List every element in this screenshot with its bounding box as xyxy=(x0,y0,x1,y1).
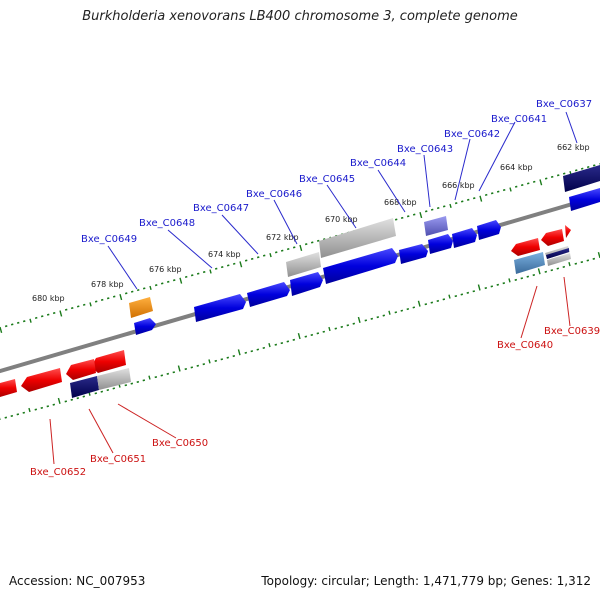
tick-label: 676 kbp xyxy=(149,265,182,274)
gene-label[interactable]: Bxe_C0639 xyxy=(544,326,600,337)
scale-tick xyxy=(208,359,211,364)
forward-strand-genes xyxy=(129,165,600,335)
scale-tick xyxy=(508,278,511,283)
gene-arrow[interactable] xyxy=(563,165,600,192)
scale-tick xyxy=(119,294,123,301)
gene-arrow[interactable] xyxy=(546,248,569,259)
scale-tick xyxy=(59,310,63,317)
tick-label: 664 kbp xyxy=(500,163,533,172)
gene-arrow[interactable] xyxy=(565,225,571,238)
gene-arrow[interactable] xyxy=(134,318,156,335)
gene-arrow[interactable] xyxy=(319,218,396,258)
gene-label[interactable]: Bxe_C0650 xyxy=(152,438,208,449)
scale-tick xyxy=(28,407,31,413)
gene-label[interactable]: Bxe_C0641 xyxy=(491,114,547,125)
gene-arrow[interactable] xyxy=(511,238,540,256)
gene-arrow[interactable] xyxy=(194,294,246,322)
tick-label: 672 kbp xyxy=(266,233,299,242)
tick-label: 670 kbp xyxy=(325,215,358,224)
gene-arrow[interactable] xyxy=(91,350,126,373)
gene-label[interactable]: Bxe_C0645 xyxy=(299,174,355,185)
gene-label[interactable]: Bxe_C0637 xyxy=(536,99,592,110)
gene-labels: Bxe_C0637 Bxe_C0641 Bxe_C0642 Bxe_C0643 … xyxy=(30,99,600,478)
gene-label[interactable]: Bxe_C0643 xyxy=(397,144,453,155)
scale-tick xyxy=(89,302,92,307)
scale-tick xyxy=(149,285,152,291)
gene-label[interactable]: Bxe_C0651 xyxy=(90,454,146,465)
scale-tick xyxy=(148,375,151,380)
gene-arrow[interactable] xyxy=(452,228,477,248)
gene-label[interactable]: Bxe_C0648 xyxy=(139,218,195,229)
tick-label: 674 kbp xyxy=(208,250,241,259)
scale-tick xyxy=(417,300,421,307)
gene-arrow[interactable] xyxy=(547,253,571,266)
gene-arrow[interactable] xyxy=(21,368,62,392)
label-leaders xyxy=(49,111,578,465)
scale-tick xyxy=(239,261,243,268)
tick-label: 668 kbp xyxy=(384,198,417,207)
gene-arrow[interactable] xyxy=(424,216,448,236)
genome-summary: Topology: circular; Length: 1,471,779 bp… xyxy=(261,574,591,588)
gene-arrow[interactable] xyxy=(514,252,545,274)
accession-label: Accession: NC_007953 xyxy=(9,574,146,588)
gene-arrow[interactable] xyxy=(477,220,501,240)
gene-arrow[interactable] xyxy=(66,359,96,380)
tick-label: 662 kbp xyxy=(557,143,590,152)
scale-tick xyxy=(209,269,212,274)
gene-label[interactable]: Bxe_C0644 xyxy=(350,158,406,169)
gene-label[interactable]: Bxe_C0652 xyxy=(30,467,86,478)
scale-tick xyxy=(448,294,451,299)
gene-label[interactable]: Bxe_C0642 xyxy=(444,129,500,140)
scale-tick xyxy=(269,253,272,258)
gene-arrow[interactable] xyxy=(247,282,290,307)
scale-tick xyxy=(297,333,301,340)
scale-tick xyxy=(357,316,361,323)
gene-arrow[interactable] xyxy=(286,252,321,277)
scale-tick xyxy=(419,212,423,219)
gene-arrow[interactable] xyxy=(399,244,428,264)
gene-arrow[interactable] xyxy=(428,234,453,254)
gene-arrow[interactable] xyxy=(0,379,17,397)
scale-tick xyxy=(479,195,483,202)
gene-arrow[interactable] xyxy=(70,376,99,398)
scale-tick xyxy=(537,268,541,275)
scale-tick xyxy=(57,397,61,404)
scale-tick xyxy=(268,343,271,348)
scale-tick xyxy=(539,179,543,186)
map-title: Burkholderia xenovorans LB400 chromosome… xyxy=(82,9,518,24)
gene-arrow[interactable] xyxy=(129,297,153,318)
scale-tick xyxy=(177,365,181,372)
gene-label[interactable]: Bxe_C0649 xyxy=(81,234,137,245)
scale-tick xyxy=(568,262,571,267)
scale-tick xyxy=(237,349,241,356)
gene-label[interactable]: Bxe_C0640 xyxy=(497,340,553,351)
tick-label: 678 kbp xyxy=(91,280,124,289)
reverse-strand-genes xyxy=(0,225,571,398)
gene-arrow[interactable] xyxy=(290,272,323,296)
scale-tick xyxy=(388,310,391,315)
gene-arrow[interactable] xyxy=(97,368,131,390)
gene-label[interactable]: Bxe_C0646 xyxy=(246,189,302,200)
scale-tick xyxy=(328,326,331,332)
scale-tick xyxy=(449,203,452,209)
inner-scale-ticks xyxy=(0,252,600,420)
scale-tick xyxy=(29,318,32,323)
scale-tick xyxy=(179,277,183,284)
tick-label: 680 kbp xyxy=(32,294,65,303)
scale-tick xyxy=(509,187,512,192)
scale-tick xyxy=(0,326,3,333)
scale-tick xyxy=(477,284,481,291)
gene-arrow[interactable] xyxy=(323,248,398,284)
gene-arrow[interactable] xyxy=(541,229,564,246)
gene-arrow[interactable] xyxy=(569,188,600,211)
gene-label[interactable]: Bxe_C0647 xyxy=(193,203,249,214)
scale-tick xyxy=(299,244,303,251)
